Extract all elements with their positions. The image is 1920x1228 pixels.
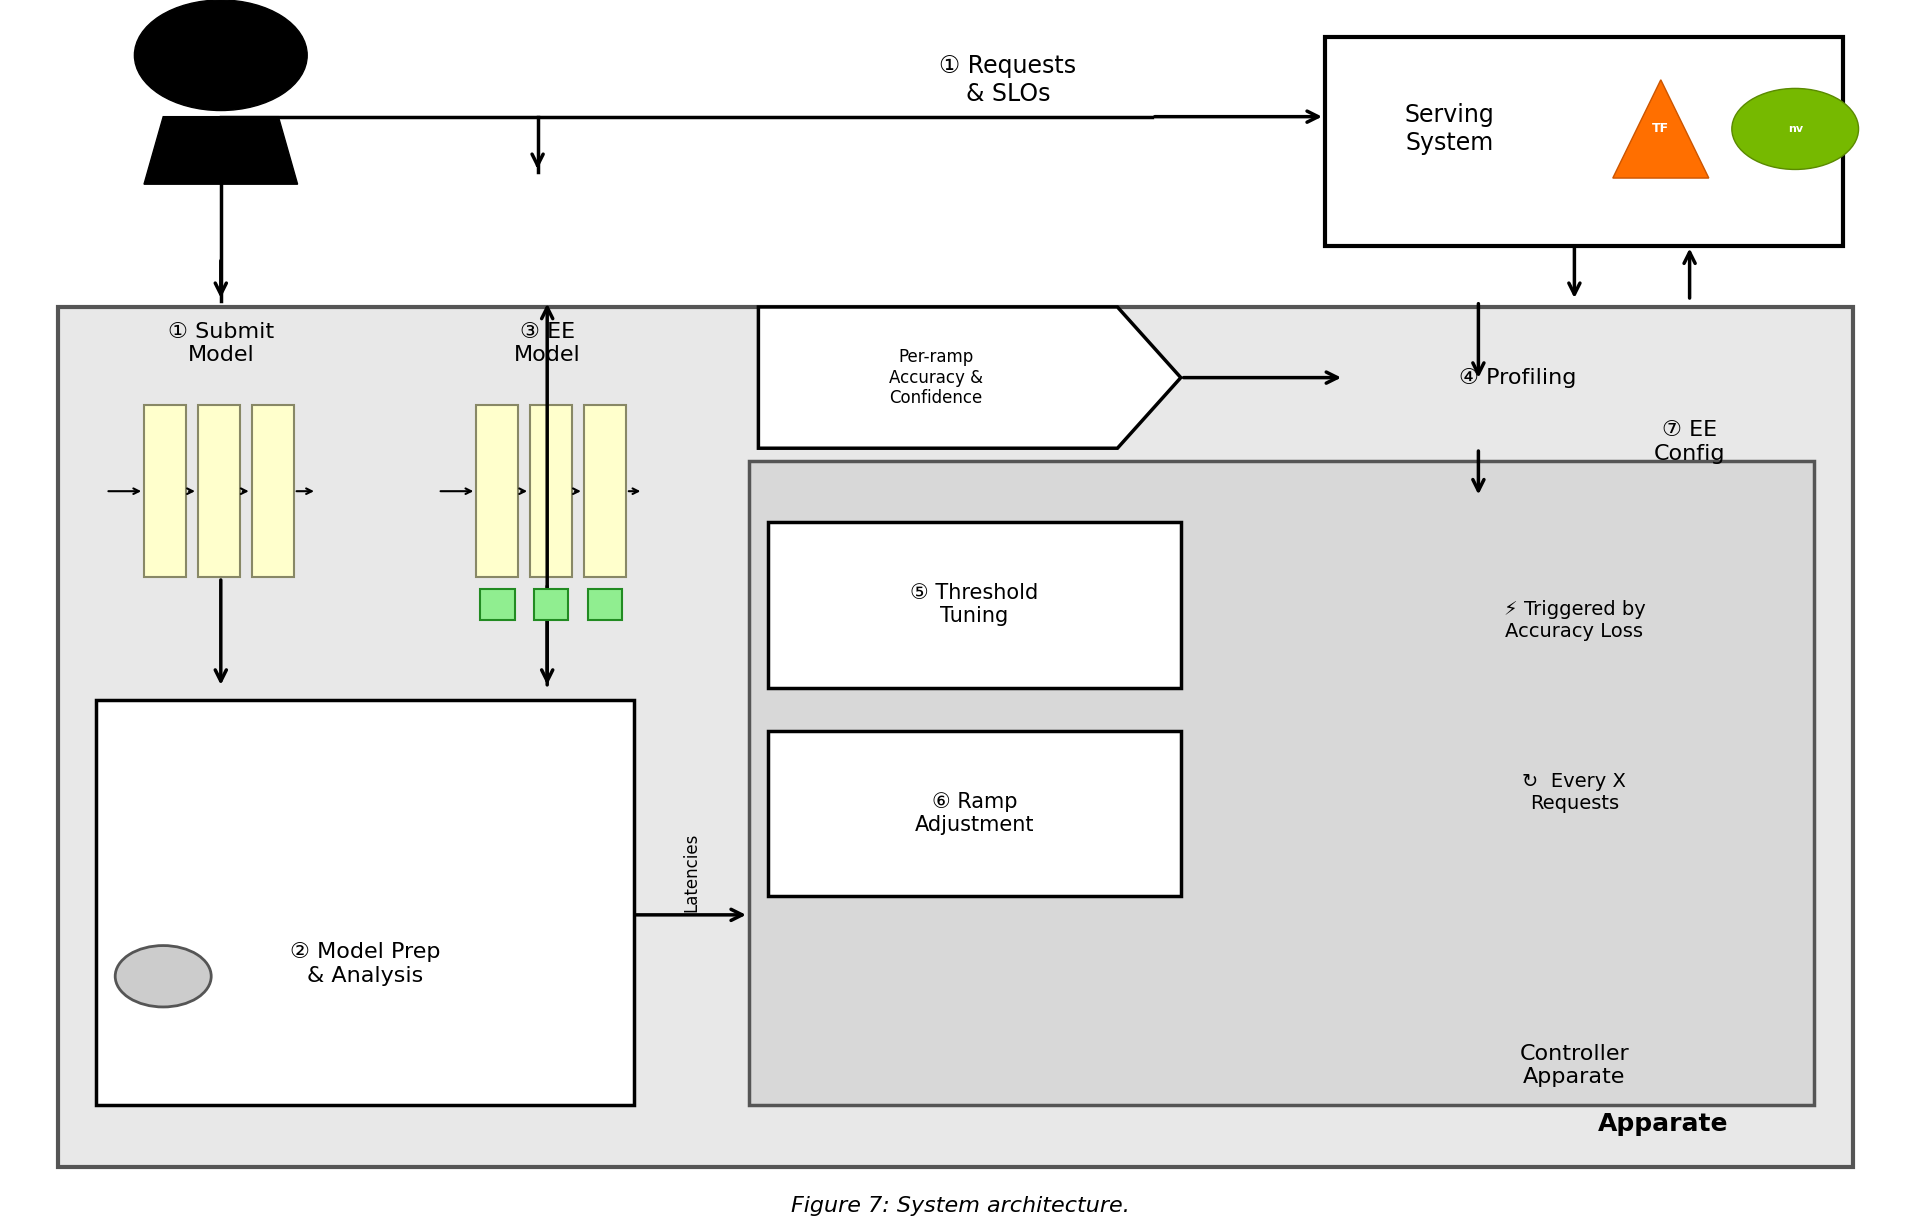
Text: ① Requests
& SLOs: ① Requests & SLOs (939, 54, 1077, 106)
Bar (588, 589, 622, 620)
Bar (480, 589, 515, 620)
Text: ⚡ Triggered by
Accuracy Loss: ⚡ Triggered by Accuracy Loss (1503, 599, 1645, 641)
Text: ⑤ Threshold
Tuning: ⑤ Threshold Tuning (910, 583, 1039, 626)
Circle shape (115, 946, 211, 1007)
Text: Serving
System: Serving System (1405, 103, 1494, 155)
Text: Figure 7: System architecture.: Figure 7: System architecture. (791, 1196, 1129, 1216)
Text: TF: TF (1653, 123, 1668, 135)
Text: ④ Profiling: ④ Profiling (1459, 367, 1576, 388)
Bar (144, 405, 186, 577)
Text: ① Submit
Model: ① Submit Model (167, 322, 275, 366)
Polygon shape (1613, 80, 1709, 178)
Text: ⑦ EE
Config: ⑦ EE Config (1653, 420, 1726, 464)
Text: Controller
Apparate: Controller Apparate (1519, 1044, 1630, 1087)
Polygon shape (144, 117, 298, 184)
Text: Latencies: Latencies (682, 833, 701, 911)
Bar (534, 589, 568, 620)
Circle shape (1732, 88, 1859, 169)
Bar (584, 405, 626, 577)
Bar (768, 731, 1181, 896)
Text: ② Model Prep
& Analysis: ② Model Prep & Analysis (290, 942, 440, 986)
Bar (198, 405, 240, 577)
Bar (96, 700, 634, 1105)
Text: ③ EE
Model: ③ EE Model (515, 322, 580, 366)
Bar (749, 460, 1814, 1105)
Bar (58, 307, 1853, 1167)
Text: nv: nv (1788, 124, 1803, 134)
Polygon shape (758, 307, 1181, 448)
Bar (252, 405, 294, 577)
Text: ⑥ Ramp
Adjustment: ⑥ Ramp Adjustment (914, 792, 1035, 835)
Bar (768, 522, 1181, 688)
Text: Per-ramp
Accuracy &
Confidence: Per-ramp Accuracy & Confidence (889, 348, 983, 408)
Text: ↻  Every X
Requests: ↻ Every X Requests (1523, 771, 1626, 813)
Bar (476, 405, 518, 577)
Bar (530, 405, 572, 577)
Text: Apparate: Apparate (1597, 1111, 1728, 1136)
Bar (1325, 37, 1843, 246)
Circle shape (134, 0, 307, 111)
